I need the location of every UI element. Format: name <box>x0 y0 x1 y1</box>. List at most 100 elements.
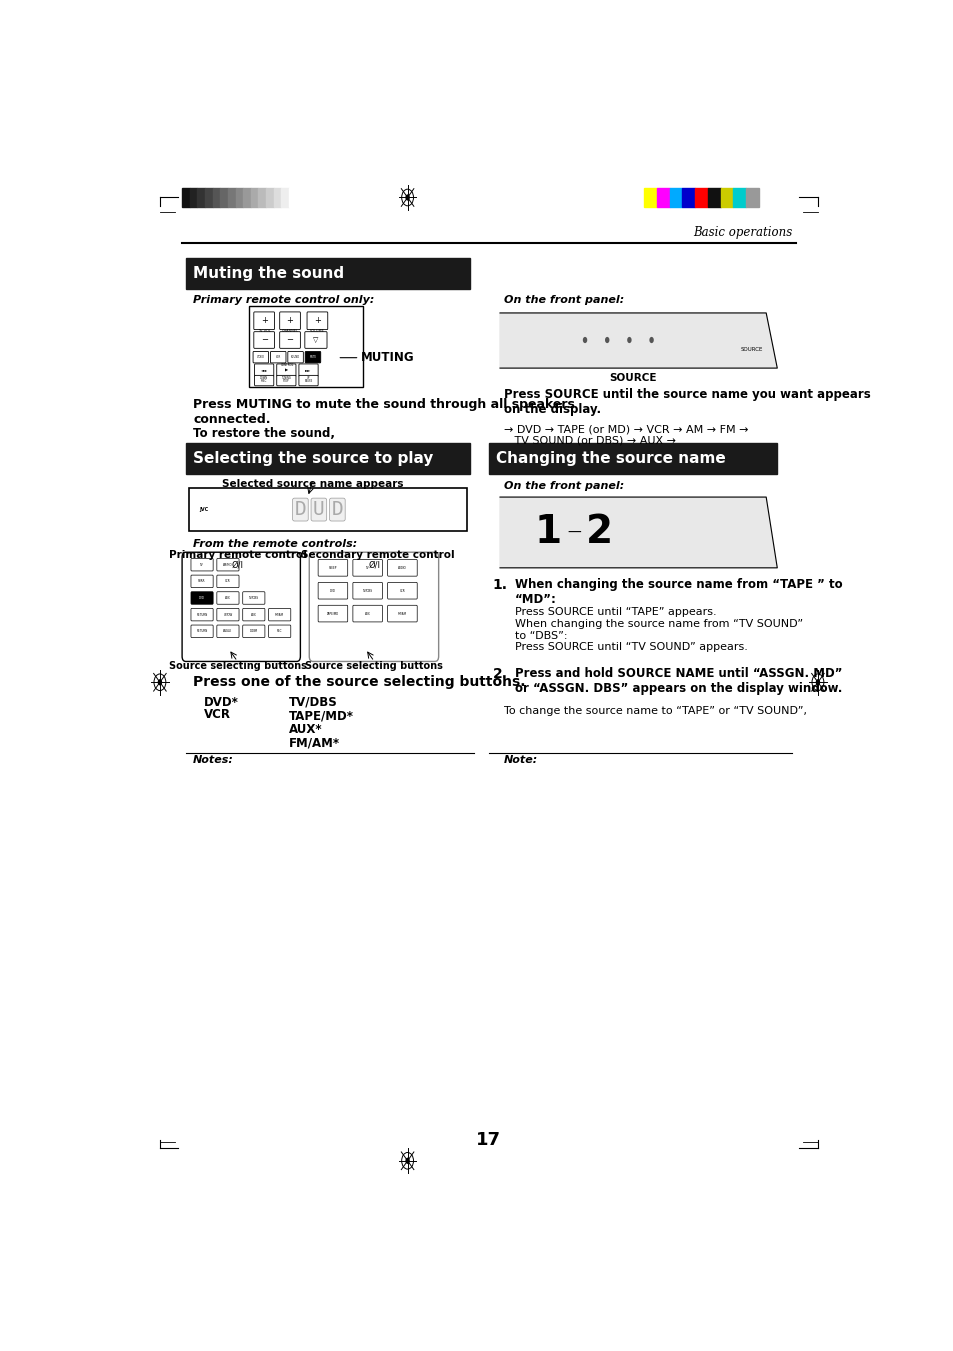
Text: UP/DW: UP/DW <box>223 612 233 616</box>
Text: TV: TV <box>200 563 204 566</box>
FancyBboxPatch shape <box>242 626 265 638</box>
FancyBboxPatch shape <box>305 351 320 363</box>
Text: JVC: JVC <box>199 507 208 512</box>
Polygon shape <box>499 313 777 367</box>
Bar <box>213 188 220 207</box>
Bar <box>228 188 235 207</box>
Text: Changing the source name: Changing the source name <box>496 451 725 466</box>
Text: TV/DBS: TV/DBS <box>289 696 337 709</box>
Text: Press SOURCE until “TAPE” appears.
When changing the source name from “TV SOUND”: Press SOURCE until “TAPE” appears. When … <box>515 608 802 653</box>
Text: −: − <box>260 335 268 345</box>
Text: On the front panel:: On the front panel: <box>503 296 623 305</box>
Bar <box>190 488 466 531</box>
Bar <box>251 188 258 207</box>
Bar <box>190 188 197 207</box>
Text: ▶: ▶ <box>285 369 288 372</box>
FancyBboxPatch shape <box>353 582 382 598</box>
FancyBboxPatch shape <box>216 626 239 638</box>
Text: AUX: AUX <box>251 612 256 616</box>
Text: TV: TV <box>366 566 369 570</box>
Text: Press SOURCE until the source name you want appears
on the display.: Press SOURCE until the source name you w… <box>503 388 869 416</box>
Text: SOURCE: SOURCE <box>609 373 657 384</box>
Text: +: + <box>260 316 268 324</box>
Bar <box>182 188 190 207</box>
Text: Ø/I: Ø/I <box>368 561 380 570</box>
Bar <box>205 188 213 207</box>
Text: +: + <box>286 316 294 324</box>
FancyBboxPatch shape <box>279 312 300 330</box>
Circle shape <box>815 680 820 685</box>
Text: AM/MD: AM/MD <box>223 563 233 566</box>
Text: VCR: VCR <box>225 580 231 584</box>
Bar <box>681 188 695 207</box>
Text: Press and hold SOURCE NAME until “ASSGN. MD”
or “ASSGN. DBS” appears on the disp: Press and hold SOURCE NAME until “ASSGN.… <box>515 666 841 694</box>
Bar <box>243 188 251 207</box>
FancyBboxPatch shape <box>279 332 300 349</box>
Text: TV VOL: TV VOL <box>257 328 271 332</box>
Text: +: + <box>314 316 320 324</box>
Bar <box>235 188 243 207</box>
Text: 1.: 1. <box>492 578 507 592</box>
Text: MUTE: MUTE <box>309 355 316 359</box>
Text: RETURN: RETURN <box>196 630 208 634</box>
Text: ◄◄: ◄◄ <box>261 369 267 372</box>
Text: SURR: SURR <box>198 580 206 584</box>
FancyBboxPatch shape <box>242 592 265 604</box>
Text: FM/AM*: FM/AM* <box>289 736 340 750</box>
Bar <box>745 188 758 207</box>
Text: TUNING: TUNING <box>281 377 291 381</box>
Text: DVD*: DVD* <box>204 696 239 709</box>
FancyBboxPatch shape <box>309 553 438 662</box>
Text: TV/DBS: TV/DBS <box>362 589 373 593</box>
Bar <box>669 188 681 207</box>
Text: Note:: Note: <box>503 755 537 765</box>
FancyBboxPatch shape <box>242 608 265 621</box>
Text: VCR: VCR <box>204 708 231 721</box>
Text: *REC: *REC <box>261 378 267 382</box>
Text: SOURCE: SOURCE <box>740 347 761 351</box>
FancyBboxPatch shape <box>191 592 213 604</box>
Text: When changing the source name from “TAPE ” to
“MD”:: When changing the source name from “TAPE… <box>515 578 841 607</box>
Circle shape <box>604 336 609 343</box>
Text: To restore the sound,: To restore the sound, <box>193 427 335 440</box>
Bar <box>186 258 470 289</box>
Text: Selected source name appears: Selected source name appears <box>222 480 403 489</box>
Bar <box>643 188 657 207</box>
Text: Press one of the source selecting buttons.: Press one of the source selecting button… <box>193 676 525 689</box>
Circle shape <box>649 336 653 343</box>
FancyBboxPatch shape <box>307 312 328 330</box>
Text: VCR: VCR <box>275 355 280 359</box>
Bar <box>657 188 669 207</box>
FancyBboxPatch shape <box>387 559 416 576</box>
Bar <box>186 443 470 474</box>
Bar <box>289 188 296 207</box>
Text: RETURN: RETURN <box>196 612 208 616</box>
Text: AUDIO: AUDIO <box>397 566 406 570</box>
Bar <box>695 188 707 207</box>
Text: DVD: DVD <box>199 596 205 600</box>
FancyBboxPatch shape <box>269 608 291 621</box>
Text: ▽: ▽ <box>313 336 318 343</box>
FancyBboxPatch shape <box>191 558 213 571</box>
FancyBboxPatch shape <box>253 312 274 330</box>
Circle shape <box>157 680 162 685</box>
Text: 2: 2 <box>586 513 613 551</box>
FancyBboxPatch shape <box>317 559 347 576</box>
Text: AUX: AUX <box>364 612 370 616</box>
Bar <box>488 443 777 474</box>
Bar <box>720 188 733 207</box>
FancyBboxPatch shape <box>270 351 286 363</box>
Text: Ø/I: Ø/I <box>232 561 243 570</box>
Text: VCR: VCR <box>399 589 405 593</box>
Bar <box>197 188 205 207</box>
FancyBboxPatch shape <box>253 351 269 363</box>
Text: Source selecting buttons: Source selecting buttons <box>169 662 306 671</box>
FancyBboxPatch shape <box>288 351 303 363</box>
Text: Secondary remote control: Secondary remote control <box>301 550 455 561</box>
FancyBboxPatch shape <box>305 332 327 349</box>
Bar <box>274 188 281 207</box>
Circle shape <box>582 336 587 343</box>
Text: Primary remote control only:: Primary remote control only: <box>193 296 375 305</box>
Text: TAPE/MD*: TAPE/MD* <box>289 709 354 723</box>
FancyBboxPatch shape <box>191 576 213 588</box>
